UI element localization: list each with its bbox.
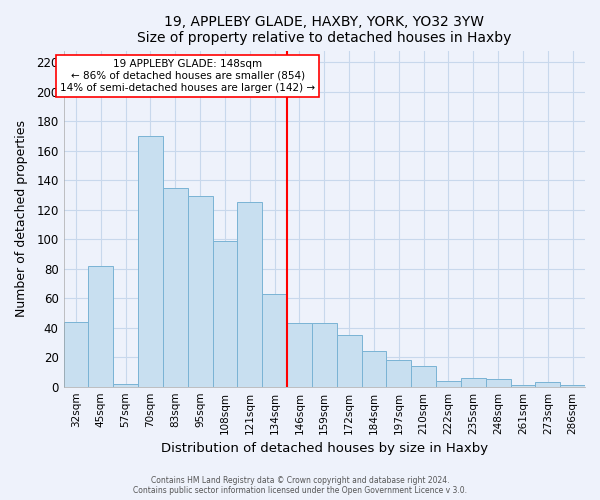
Bar — [511, 385, 535, 386]
Bar — [138, 136, 163, 386]
Y-axis label: Number of detached properties: Number of detached properties — [15, 120, 28, 317]
Bar — [411, 366, 436, 386]
Bar — [262, 294, 287, 386]
Bar — [212, 240, 238, 386]
Bar — [362, 352, 386, 386]
Bar — [238, 202, 262, 386]
Text: 19 APPLEBY GLADE: 148sqm
← 86% of detached houses are smaller (854)
14% of semi-: 19 APPLEBY GLADE: 148sqm ← 86% of detach… — [60, 60, 315, 92]
Bar — [88, 266, 113, 386]
Bar — [163, 188, 188, 386]
X-axis label: Distribution of detached houses by size in Haxby: Distribution of detached houses by size … — [161, 442, 488, 455]
Bar — [461, 378, 485, 386]
Bar — [64, 322, 88, 386]
Bar — [188, 196, 212, 386]
Bar — [113, 384, 138, 386]
Bar — [485, 380, 511, 386]
Bar — [287, 324, 312, 386]
Title: 19, APPLEBY GLADE, HAXBY, YORK, YO32 3YW
Size of property relative to detached h: 19, APPLEBY GLADE, HAXBY, YORK, YO32 3YW… — [137, 15, 511, 45]
Text: Contains HM Land Registry data © Crown copyright and database right 2024.
Contai: Contains HM Land Registry data © Crown c… — [133, 476, 467, 495]
Bar — [337, 335, 362, 386]
Bar — [386, 360, 411, 386]
Bar — [312, 324, 337, 386]
Bar — [535, 382, 560, 386]
Bar — [560, 385, 585, 386]
Bar — [436, 381, 461, 386]
